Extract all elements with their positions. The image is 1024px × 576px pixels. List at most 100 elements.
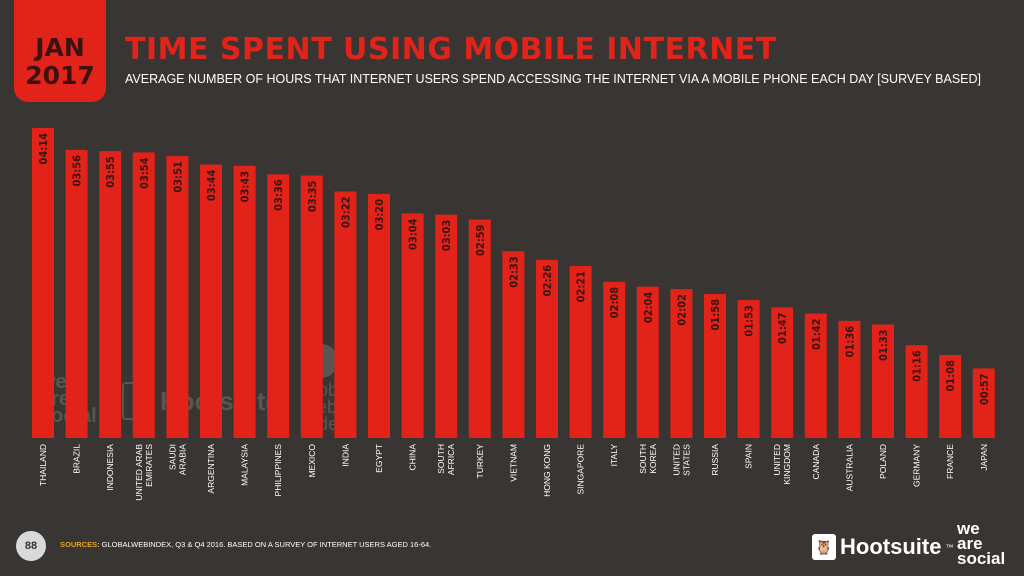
category-label: KINGDOM xyxy=(782,444,792,485)
category-label: MEXICO xyxy=(307,444,317,478)
logo-word: we xyxy=(957,519,980,538)
category-label: SOUTH xyxy=(638,444,648,474)
category-label: INDIA xyxy=(340,444,350,467)
category-label: POLAND xyxy=(878,444,888,479)
category-label: FRANCE xyxy=(945,444,955,479)
category-label: STATES xyxy=(681,444,691,476)
date-month: JAN xyxy=(35,33,85,62)
category-label: AUSTRALIA xyxy=(844,444,854,492)
category-label: KOREA xyxy=(648,444,658,474)
hootsuite-wordmark: Hootsuite xyxy=(840,534,942,559)
bar-value-label: 01:33 xyxy=(877,329,890,361)
bar-value-label: 03:20 xyxy=(373,199,386,231)
we-are-social-logo: we are social xyxy=(957,519,1006,568)
page-title: TIME SPENT USING MOBILE INTERNET xyxy=(125,32,777,67)
logo-word: social xyxy=(957,549,1006,568)
bar xyxy=(233,165,256,438)
category-label: SPAIN xyxy=(744,444,754,469)
bar-value-label: 01:58 xyxy=(709,299,722,331)
bar-value-label: 02:26 xyxy=(541,265,554,297)
bar-value-label: 02:21 xyxy=(575,271,588,303)
category-label: CHINA xyxy=(408,444,418,471)
bar-value-label: 02:08 xyxy=(608,287,621,319)
bar-value-label: 03:55 xyxy=(104,156,117,188)
bar-value-label: 01:36 xyxy=(843,326,856,358)
category-label: RUSSIA xyxy=(710,444,720,476)
date-year: 2017 xyxy=(25,61,95,90)
bar-value-label: 03:43 xyxy=(239,171,252,203)
footer: 88 SOURCES: GLOBALWEBINDEX, Q3 & Q4 2016… xyxy=(0,516,1024,576)
bar-value-label: 03:03 xyxy=(440,220,453,252)
bar-value-label: 03:35 xyxy=(306,180,319,212)
bar xyxy=(536,259,558,438)
category-label: VIETNAM xyxy=(508,444,518,482)
bar xyxy=(636,286,659,438)
bar xyxy=(838,320,861,438)
category-label: INDONESIA xyxy=(105,444,115,491)
bar xyxy=(468,219,491,438)
category-label: AFRICA xyxy=(446,444,456,476)
category-label: CANADA xyxy=(811,444,821,480)
bar-value-label: 03:51 xyxy=(171,161,184,193)
bar-value-label: 03:54 xyxy=(138,157,151,189)
bar xyxy=(872,324,894,438)
bar xyxy=(704,293,726,438)
category-label: ITALY xyxy=(609,444,619,467)
bar-value-label: 02:59 xyxy=(474,224,487,256)
page-subtitle: AVERAGE NUMBER OF HOURS THAT INTERNET US… xyxy=(125,72,981,86)
category-label: ARABIA xyxy=(177,444,187,476)
category-label: TURKEY xyxy=(475,444,485,479)
bar xyxy=(905,345,928,438)
bar-value-label: 01:47 xyxy=(776,312,789,344)
category-label: JAPAN xyxy=(979,444,989,471)
hootsuite-logo: 🦉 Hootsuite ™ xyxy=(812,534,953,560)
bar-value-label: 03:36 xyxy=(272,179,285,211)
bar xyxy=(300,175,323,438)
bar xyxy=(603,281,626,438)
bar xyxy=(65,149,88,438)
owl-icon: 🦉 xyxy=(812,534,836,560)
bar xyxy=(939,355,962,438)
bar xyxy=(502,251,525,438)
category-label: PHILIPPINES xyxy=(273,444,283,497)
bar-value-label: 03:04 xyxy=(407,218,420,250)
bar-value-label: 03:56 xyxy=(71,155,84,187)
logo-word: are xyxy=(957,534,983,553)
bar-value-label: 03:22 xyxy=(339,196,352,228)
bar-value-label: 02:04 xyxy=(642,292,655,324)
trademark-mark: ™ xyxy=(945,542,954,552)
bar xyxy=(334,191,357,438)
bar-value-label: 01:53 xyxy=(743,305,756,337)
bar-value-label: 02:02 xyxy=(675,294,688,326)
category-label: UNITED xyxy=(671,444,681,476)
category-label: ARGENTINA xyxy=(206,444,216,494)
sources-note: SOURCES: GLOBALWEBINDEX, Q3 & Q4 2016. B… xyxy=(60,540,431,549)
bar-chart: 04:14 THAILAND 03:56 BRAZIL 03:55 INDONESIA 03… xyxy=(32,128,995,501)
category-label: HONG KONG xyxy=(542,444,552,497)
bar xyxy=(32,128,54,438)
bar xyxy=(804,313,827,438)
bar xyxy=(670,289,693,438)
category-label: MALAYSIA xyxy=(240,444,250,486)
bar-value-label: 01:42 xyxy=(810,318,823,350)
category-label: UNITED xyxy=(772,444,782,476)
bar xyxy=(132,152,155,438)
category-label: GERMANY xyxy=(912,444,922,487)
bar-value-label: 01:16 xyxy=(911,350,924,382)
category-label: BRAZIL xyxy=(72,444,82,474)
bar-value-label: 01:08 xyxy=(944,360,957,392)
page-number: 88 xyxy=(16,531,46,561)
bar-value-label: 02:33 xyxy=(507,256,520,288)
category-label: UNITED ARAB xyxy=(134,444,144,501)
sources-label: SOURCES: xyxy=(60,540,100,549)
category-label: SOUTH xyxy=(436,444,446,474)
category-label: THAILAND xyxy=(38,444,48,486)
bar xyxy=(435,214,458,438)
bar xyxy=(99,151,122,439)
category-label: EGYPT xyxy=(374,444,384,473)
bar xyxy=(401,213,424,438)
bar xyxy=(737,300,760,438)
bar xyxy=(200,164,222,438)
category-label: EMIRATES xyxy=(144,444,154,487)
bar xyxy=(368,193,390,438)
